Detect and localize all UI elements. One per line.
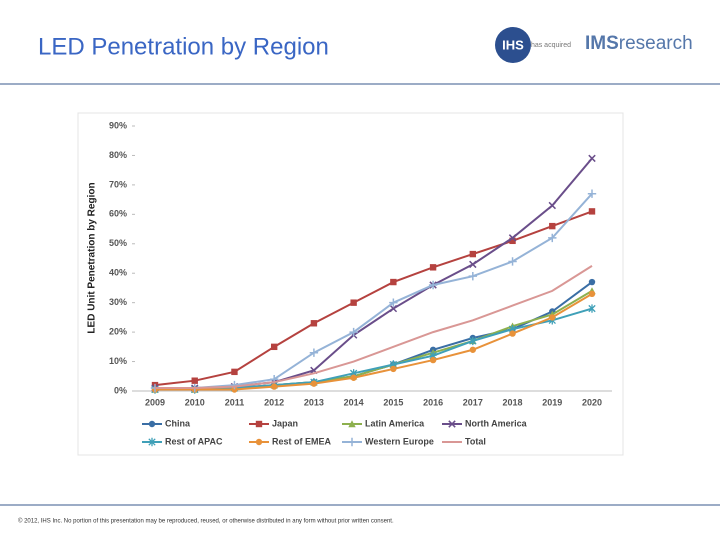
marker bbox=[548, 233, 557, 243]
x-tick-label: 2016 bbox=[423, 397, 443, 407]
x-tick-label: 2012 bbox=[264, 397, 284, 407]
marker bbox=[508, 234, 517, 242]
marker bbox=[231, 368, 238, 376]
legend-marker bbox=[148, 420, 156, 428]
marker bbox=[509, 237, 516, 245]
chart-frame bbox=[77, 112, 624, 456]
marker bbox=[469, 260, 477, 269]
legend-marker bbox=[255, 438, 263, 446]
series-line bbox=[154, 210, 593, 387]
y-tick-label: 90% bbox=[109, 120, 127, 130]
x-tick-label: 2017 bbox=[463, 397, 483, 407]
y-tick-label: 20% bbox=[109, 326, 127, 336]
legend-marker bbox=[255, 420, 263, 428]
ims-logo: IMSresearch bbox=[585, 33, 693, 54]
marker bbox=[588, 290, 596, 298]
series-line bbox=[155, 307, 593, 391]
legend-marker bbox=[348, 420, 356, 428]
marker bbox=[310, 380, 318, 387]
marker bbox=[350, 374, 357, 381]
legend-marker bbox=[148, 437, 156, 447]
legend-label: Western Europe bbox=[365, 436, 434, 446]
marker bbox=[588, 154, 596, 163]
legend-label: Rest of APAC bbox=[165, 436, 223, 446]
legend-label: Total bbox=[465, 436, 486, 446]
marker bbox=[548, 201, 557, 210]
y-axis-title: LED Unit Penetration by Region bbox=[87, 182, 98, 333]
y-tick-label: 70% bbox=[109, 179, 127, 189]
ims-logo-rest: research bbox=[619, 33, 693, 54]
y-tick-label: 0% bbox=[114, 385, 127, 395]
legend-label: Rest of EMEA bbox=[272, 436, 332, 446]
marker bbox=[390, 278, 397, 286]
x-tick-label: 2020 bbox=[582, 397, 602, 407]
marker bbox=[231, 386, 238, 393]
marker bbox=[588, 278, 596, 286]
ihs-logo-text: IHS bbox=[502, 37, 524, 52]
series-line bbox=[155, 265, 593, 390]
x-tick-label: 2019 bbox=[542, 397, 562, 407]
legend-label: North America bbox=[465, 418, 528, 428]
ihs-logo bbox=[495, 27, 531, 63]
marker bbox=[390, 365, 397, 373]
marker bbox=[509, 330, 516, 337]
marker bbox=[469, 346, 477, 353]
marker bbox=[468, 271, 478, 281]
footer-text: © 2012, IHS Inc. No portion of this pres… bbox=[18, 518, 394, 525]
legend-label: China bbox=[165, 418, 191, 428]
marker bbox=[469, 336, 477, 346]
marker bbox=[310, 320, 318, 327]
marker bbox=[349, 327, 358, 337]
x-tick-label: 2014 bbox=[344, 397, 364, 407]
y-tick-label: 10% bbox=[109, 356, 127, 366]
marker bbox=[429, 356, 437, 364]
marker bbox=[588, 208, 596, 215]
legend-marker bbox=[448, 420, 456, 428]
marker bbox=[309, 348, 319, 357]
marker bbox=[389, 298, 398, 307]
x-tick-label: 2018 bbox=[503, 397, 523, 407]
slide-title: LED Penetration by Region bbox=[38, 33, 329, 60]
marker bbox=[549, 222, 556, 230]
series-line bbox=[155, 292, 593, 391]
marker bbox=[270, 343, 278, 351]
x-tick-label: 2010 bbox=[185, 397, 205, 407]
y-tick-label: 40% bbox=[109, 268, 127, 278]
marker bbox=[549, 314, 556, 321]
marker bbox=[428, 280, 438, 290]
marker bbox=[508, 257, 517, 266]
legend-label: Latin America bbox=[365, 418, 425, 428]
marker bbox=[588, 304, 596, 313]
x-tick-label: 2009 bbox=[145, 397, 165, 407]
legend-marker bbox=[347, 437, 357, 447]
marker bbox=[587, 189, 597, 198]
marker bbox=[230, 380, 239, 390]
x-tick-label: 2011 bbox=[225, 397, 245, 407]
marker bbox=[191, 377, 198, 384]
ims-logo-bold: IMS bbox=[585, 33, 619, 54]
marker bbox=[270, 383, 278, 390]
acquired-text: has acquired bbox=[531, 42, 571, 49]
legend-label: Japan bbox=[272, 418, 298, 428]
series-line bbox=[155, 193, 593, 390]
y-tick-label: 80% bbox=[109, 150, 127, 160]
y-tick-label: 30% bbox=[109, 297, 127, 307]
marker bbox=[429, 264, 437, 271]
x-tick-label: 2013 bbox=[304, 397, 324, 407]
x-tick-label: 2015 bbox=[383, 397, 403, 407]
marker bbox=[350, 299, 357, 306]
marker bbox=[469, 250, 477, 258]
y-tick-label: 50% bbox=[109, 238, 127, 248]
y-tick-label: 60% bbox=[109, 209, 127, 219]
marker bbox=[389, 304, 398, 313]
